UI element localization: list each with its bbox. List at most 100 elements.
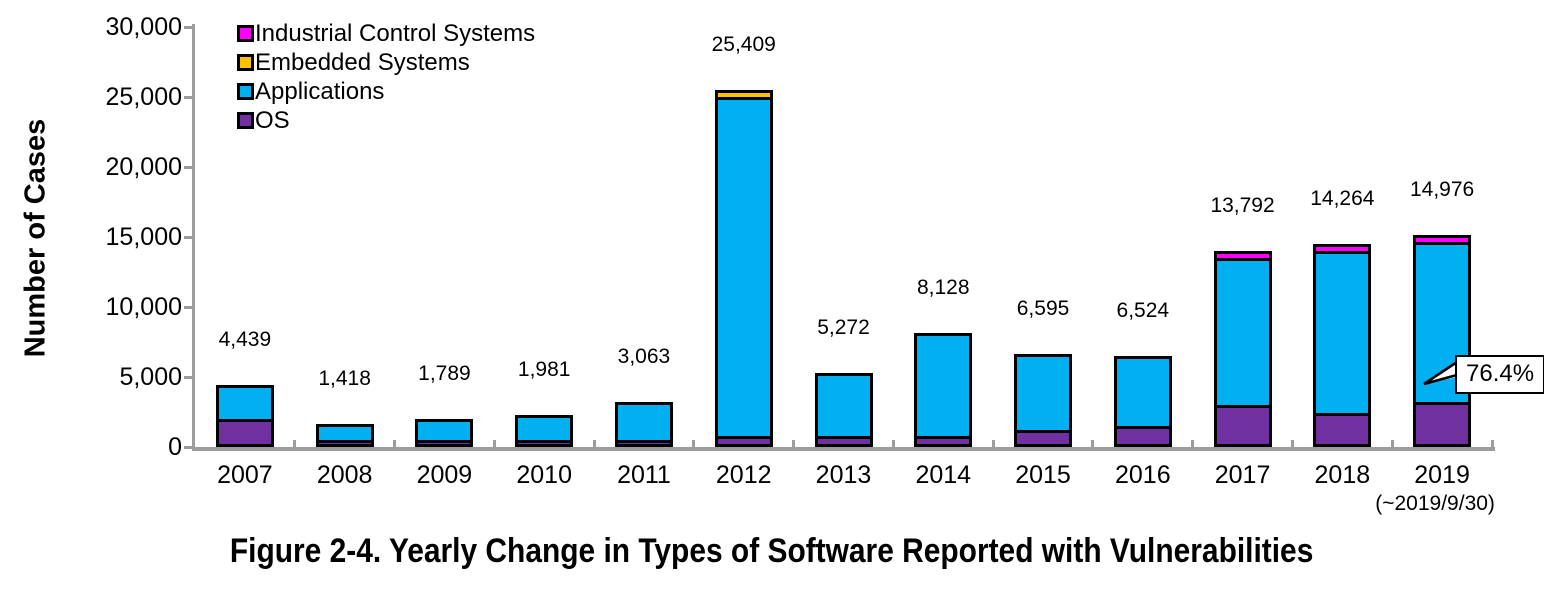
bar-2009 <box>415 27 474 447</box>
callout-percentage: 76.4% <box>1455 355 1544 394</box>
x-cat-label-2015: 2015 <box>1015 461 1071 489</box>
bar-segment-applications-2018 <box>1313 251 1372 416</box>
caption-wrap: Figure 2-4. Yearly Change in Types of So… <box>0 531 1544 571</box>
x-cat-label-2018: 2018 <box>1314 461 1371 489</box>
bar-segment-applications-2009 <box>415 419 474 443</box>
legend-item-os: OS <box>237 106 535 135</box>
bar-segment-os-2017 <box>1213 405 1272 447</box>
y-tick-mark <box>184 445 193 449</box>
x-cat-label-2019: 2019 <box>1414 461 1470 489</box>
legend-item-embedded-systems: Embedded Systems <box>237 48 535 77</box>
bar-total-label-2013: 5,272 <box>817 316 870 339</box>
bar-segment-applications-2008 <box>315 424 374 443</box>
y-axis-line <box>192 24 195 451</box>
bar-total-label-2012: 25,409 <box>711 33 776 56</box>
legend-label: OS <box>255 106 290 134</box>
bar-segment-applications-2011 <box>614 402 673 443</box>
bar-segment-applications-2007 <box>215 385 274 422</box>
x-tick-mark <box>592 440 596 448</box>
x-cat-label-2010: 2010 <box>516 461 572 489</box>
bar-total-label-2016: 6,524 <box>1116 299 1170 322</box>
bar-2011 <box>614 27 673 447</box>
bar-total-label-2018: 14,264 <box>1310 187 1375 210</box>
bar-total-label-2014: 8,128 <box>916 276 970 299</box>
bar-segment-applications-2016 <box>1113 356 1172 429</box>
x-tick-mark <box>1390 440 1394 448</box>
plot-area: 4,439 1,418 1,789 1,981 3,063 25,409 5,272 8,12… <box>195 27 1492 447</box>
x-tick-mark <box>1091 440 1095 448</box>
bar-segment-industrial-control-systems-2018 <box>1313 244 1372 254</box>
legend-swatch-icon <box>237 112 254 129</box>
bar-total-label-2007: 4,439 <box>218 328 272 351</box>
bar-total-label-2019: 14,976 <box>1409 178 1475 201</box>
bar-segment-os-2018 <box>1313 413 1372 447</box>
bar-2013 <box>814 27 873 447</box>
x-tick-mark <box>891 440 895 448</box>
x-tick-mark <box>293 440 297 448</box>
bar-segment-applications-2010 <box>515 415 574 443</box>
bar-segment-applications-2014 <box>914 333 973 439</box>
bar-segment-industrial-control-systems-2017 <box>1213 251 1272 261</box>
bar-2014 <box>914 27 973 447</box>
bar-total-label-2010: 1,981 <box>517 358 571 381</box>
legend-swatch-icon <box>237 54 254 71</box>
y-tick-label: 5,000 <box>119 363 182 391</box>
x-tick-mark <box>792 440 796 448</box>
figure-caption: Figure 2-4. Yearly Change in Types of So… <box>230 532 1314 570</box>
y-tick-mark <box>184 235 193 239</box>
y-tick-mark <box>184 305 193 309</box>
x-tick-mark <box>991 440 995 448</box>
x-axis-line <box>192 447 1495 451</box>
y-tick-label: 0 <box>168 433 182 461</box>
x-cat-label-2012: 2012 <box>715 461 772 489</box>
x-cat-label-2009: 2009 <box>416 461 473 489</box>
bar-segment-applications-2015 <box>1014 354 1073 433</box>
bar-2008 <box>315 27 374 447</box>
bar-total-label-2011: 3,063 <box>617 345 671 368</box>
x-cat-label-2014: 2014 <box>915 461 972 489</box>
x-cat-label-2017: 2017 <box>1214 461 1271 489</box>
y-tick-label: 10,000 <box>105 293 182 321</box>
bar-segment-os-2007 <box>215 419 274 447</box>
y-tick-mark <box>184 25 193 29</box>
bar-total-label-2008: 1,418 <box>318 367 371 390</box>
y-tick-mark <box>184 375 193 379</box>
legend-label: Applications <box>255 77 385 105</box>
bar-2015 <box>1014 27 1073 447</box>
y-tick-label: 20,000 <box>105 153 182 181</box>
bar-total-label-2009: 1,789 <box>418 362 471 385</box>
legend-swatch-icon <box>237 83 254 100</box>
legend-item-industrial-control-systems: Industrial Control Systems <box>237 19 535 48</box>
bar-2007 <box>215 27 274 447</box>
x-tick-mark <box>1290 440 1294 448</box>
y-tick-label: 15,000 <box>105 223 182 251</box>
bar-2010 <box>515 27 574 447</box>
bar-segment-applications-2013 <box>814 373 873 439</box>
x-cat-label-2016: 2016 <box>1114 461 1171 489</box>
x-cat-label-2013: 2013 <box>815 461 872 489</box>
bar-2017 <box>1213 27 1272 447</box>
x-cat-label-2007: 2007 <box>217 461 273 489</box>
bar-total-label-2015: 6,595 <box>1016 297 1070 320</box>
legend-label: Embedded Systems <box>255 48 470 76</box>
x-cat-label-2011: 2011 <box>617 461 671 489</box>
x-tick-mark <box>1191 440 1195 448</box>
callout-pointer <box>1423 360 1458 386</box>
legend-label: Industrial Control Systems <box>255 19 536 47</box>
y-tick-label: 30,000 <box>105 13 182 41</box>
bar-segment-applications-2017 <box>1213 258 1272 408</box>
bar-2012 <box>714 27 773 447</box>
x-tick-mark <box>393 440 397 448</box>
bar-2016 <box>1113 27 1172 447</box>
x-tick-mark <box>1490 440 1494 448</box>
y-tick-mark <box>184 165 193 169</box>
y-tick-label: 25,000 <box>105 83 182 111</box>
y-tick-mark <box>184 95 193 99</box>
x-tick-mark <box>692 440 696 448</box>
bar-segment-embedded-systems-2012 <box>714 90 773 100</box>
bar-segment-applications-2012 <box>714 97 773 439</box>
bar-segment-os-2019 <box>1413 402 1472 447</box>
y-axis-title: Number of Cases <box>19 118 52 358</box>
x-sub-label-2019: (~2019/9/30) <box>1375 492 1495 515</box>
x-tick-mark <box>492 440 496 448</box>
